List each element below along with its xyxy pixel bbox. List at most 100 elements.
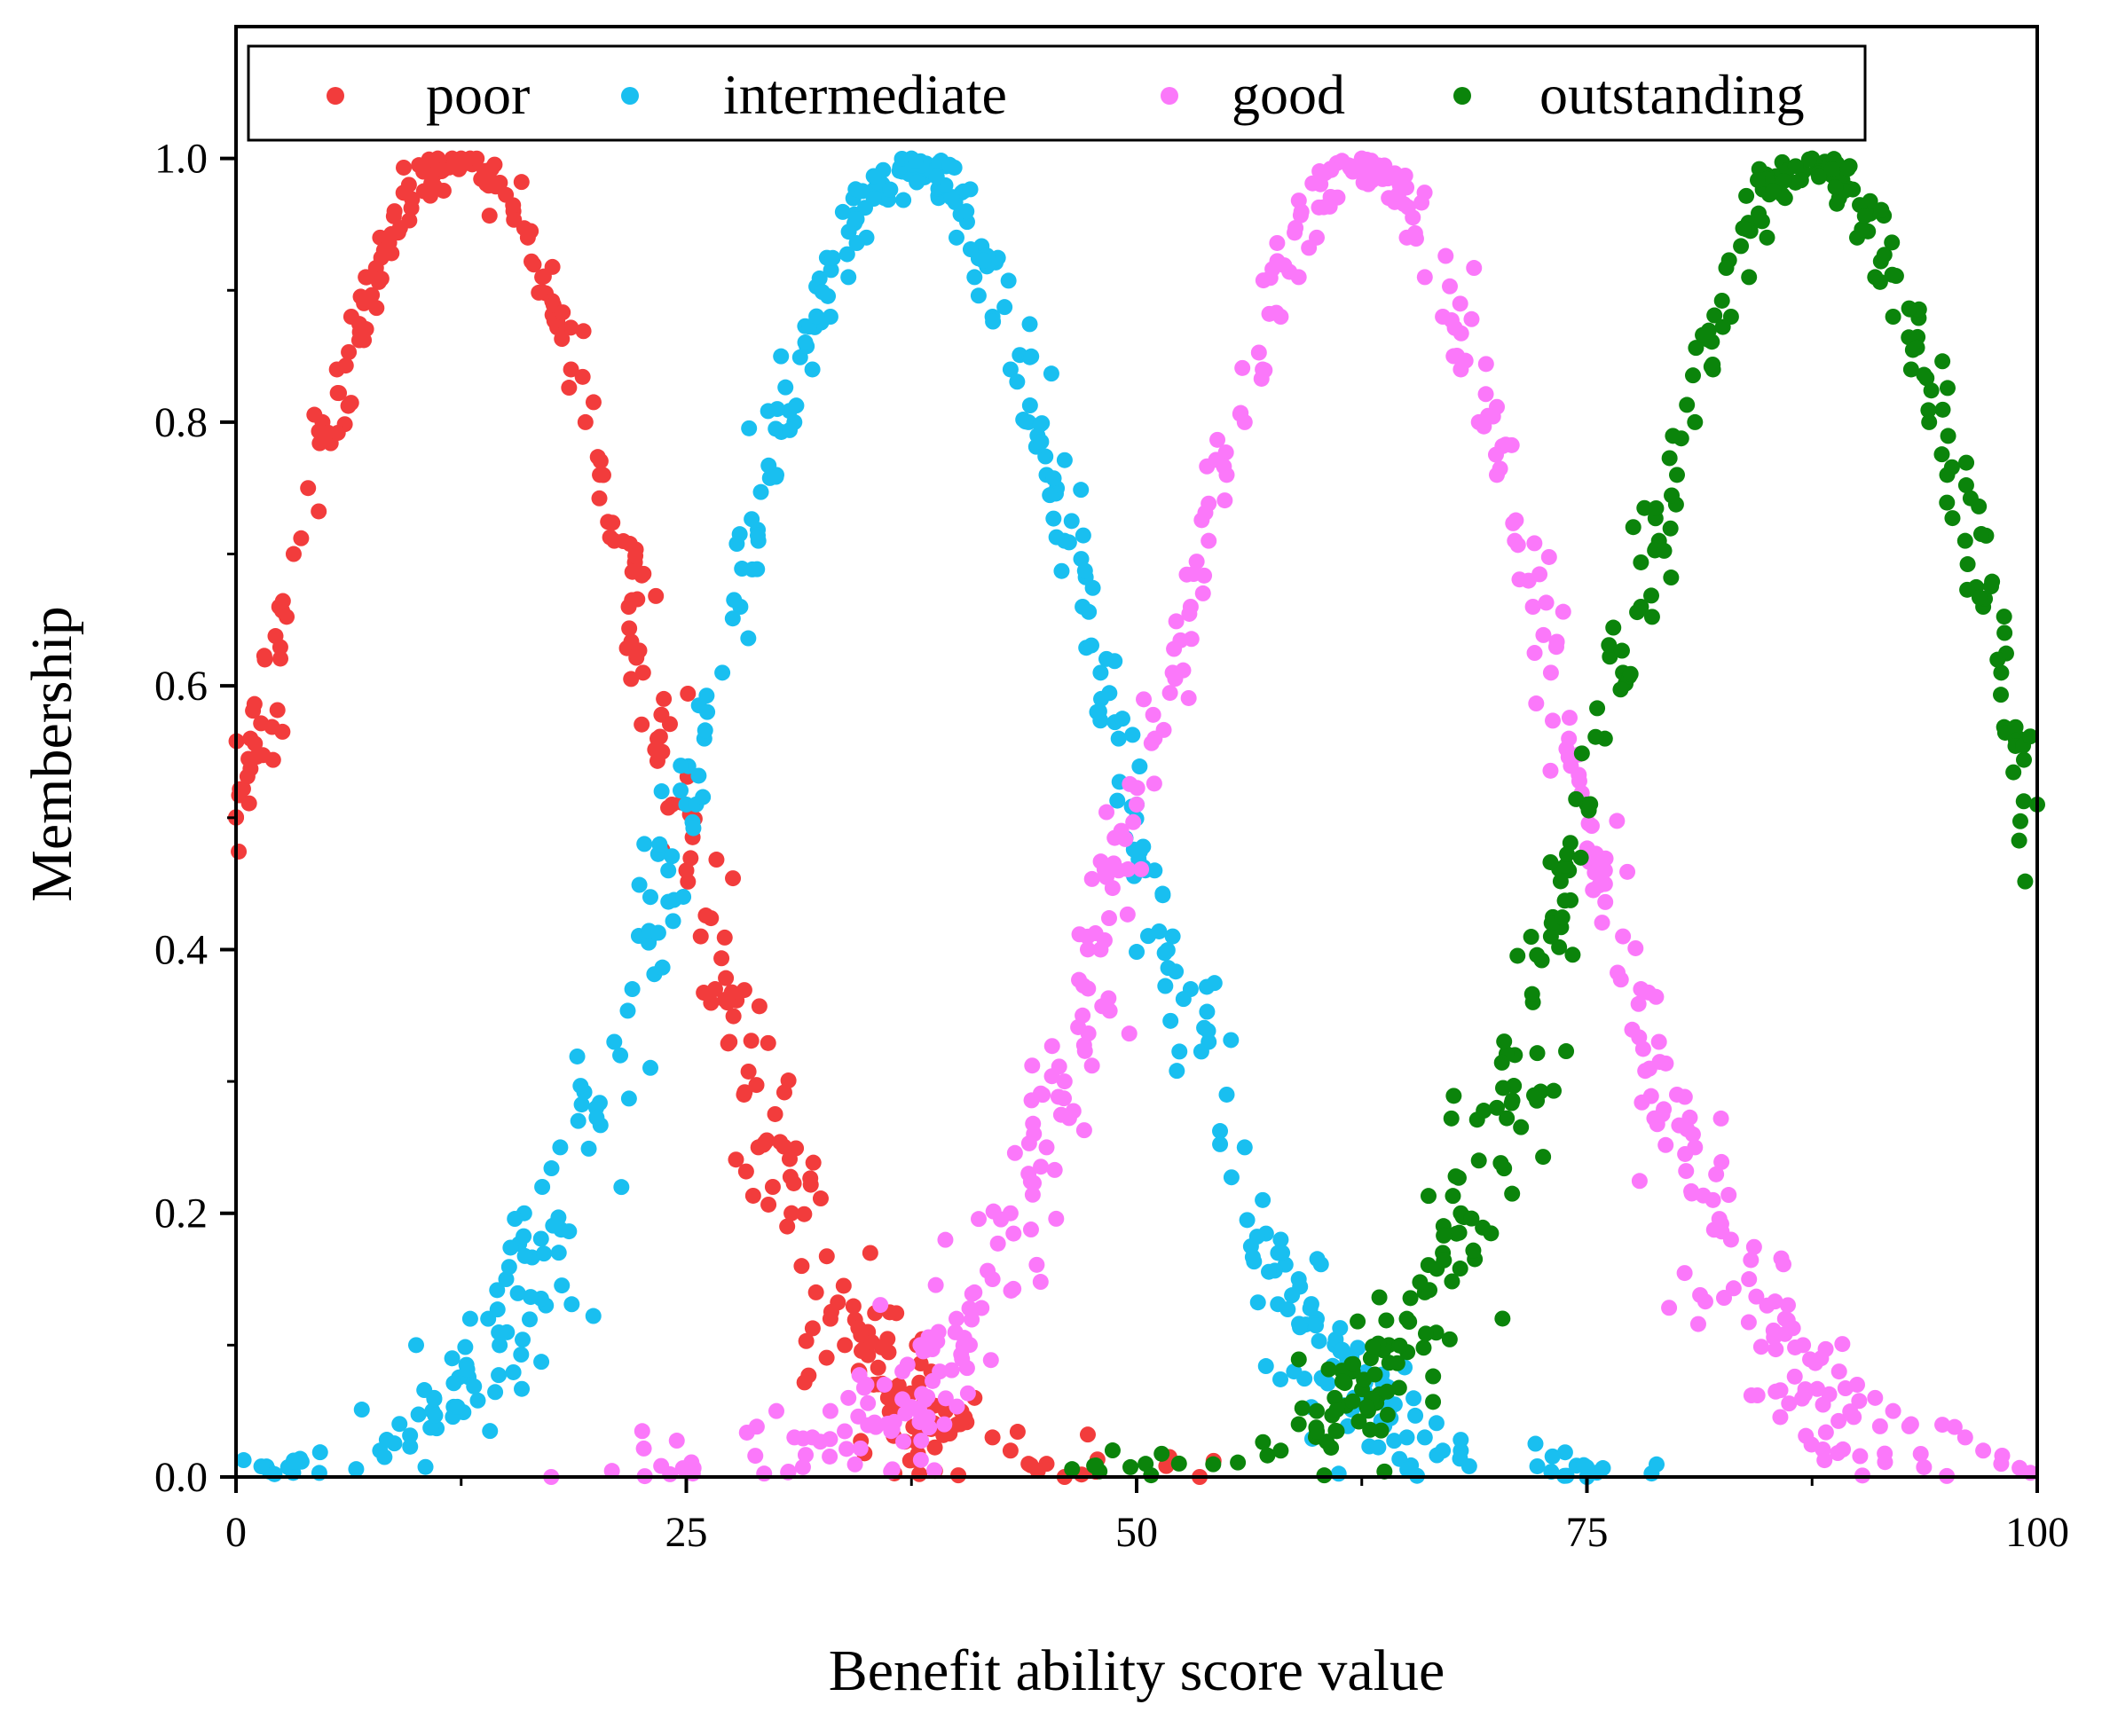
legend-box — [247, 44, 1867, 142]
data-point-poor — [634, 664, 651, 681]
data-point-poor — [311, 435, 328, 452]
data-point-outstanding — [1465, 1242, 1482, 1259]
data-point-poor — [783, 1205, 800, 1221]
data-point-intermediate — [1206, 975, 1223, 992]
data-point-outstanding — [1513, 1119, 1530, 1135]
data-point-poor — [555, 304, 571, 321]
data-point-intermediate — [500, 1259, 517, 1276]
data-point-good — [1234, 359, 1251, 376]
data-point-good — [1586, 864, 1603, 881]
data-point-good — [797, 1447, 814, 1464]
data-point-good — [1741, 1271, 1758, 1288]
data-point-intermediate — [1529, 1457, 1546, 1474]
data-point-outstanding — [1916, 366, 1933, 383]
data-point-intermediate — [502, 1239, 519, 1256]
data-point-outstanding — [2022, 728, 2039, 745]
data-point-outstanding — [1839, 161, 1856, 177]
data-point-good — [1767, 1341, 1784, 1358]
data-point-intermediate — [660, 893, 677, 910]
data-point-outstanding — [1958, 454, 1975, 471]
data-point-intermediate — [631, 876, 648, 893]
data-point-intermediate — [768, 468, 784, 485]
data-point-good — [1048, 1210, 1065, 1227]
data-point-intermediate — [834, 203, 851, 220]
data-point-outstanding — [1956, 532, 1973, 549]
data-point-good — [1713, 1153, 1730, 1170]
data-point-good — [1145, 706, 1161, 723]
data-point-good — [1505, 515, 1522, 531]
data-point-outstanding — [1391, 1337, 1408, 1354]
data-point-good — [970, 1211, 987, 1228]
data-point-intermediate — [612, 1047, 629, 1064]
data-point-intermediate — [726, 592, 743, 609]
legend-marker-outstanding — [1453, 87, 1471, 105]
data-point-outstanding — [1993, 687, 2010, 703]
data-point-intermediate — [788, 397, 805, 414]
data-point-outstanding — [1741, 269, 1758, 286]
data-point-intermediate — [408, 1337, 424, 1354]
data-point-poor — [264, 751, 281, 768]
data-point-good — [812, 1434, 829, 1450]
legend-marker-poor — [327, 87, 344, 105]
y-tick-label: 0.0 — [154, 1454, 208, 1501]
data-point-good — [1526, 645, 1543, 662]
data-point-poor — [253, 715, 270, 732]
data-point-intermediate — [750, 527, 767, 544]
data-point-poor — [311, 423, 327, 440]
data-point-good — [1619, 863, 1636, 880]
data-point-intermediate — [286, 1453, 303, 1470]
data-point-poor — [311, 503, 327, 520]
data-point-intermediate — [1527, 1435, 1544, 1452]
data-point-good — [1676, 1265, 1693, 1282]
data-point-good — [838, 1441, 855, 1457]
data-point-poor — [713, 950, 730, 967]
data-point-good — [1269, 253, 1286, 270]
data-point-good — [1006, 1144, 1023, 1161]
data-point-poor — [453, 158, 469, 175]
data-point-intermediate — [516, 1228, 532, 1245]
data-point-intermediate — [570, 1112, 587, 1129]
data-point-intermediate — [1000, 272, 1017, 289]
data-point-outstanding — [1629, 604, 1646, 621]
data-point-intermediate — [714, 664, 731, 681]
data-point-good — [1535, 626, 1552, 643]
data-point-intermediate — [489, 1282, 506, 1299]
data-point-poor — [805, 1154, 822, 1171]
data-point-intermediate — [1060, 534, 1077, 551]
data-point-good — [1934, 1417, 1951, 1434]
data-point-good — [1043, 1038, 1060, 1055]
data-point-intermediate — [1556, 1444, 1573, 1461]
data-point-good — [868, 1418, 885, 1435]
data-point-outstanding — [1420, 1188, 1437, 1205]
data-point-good — [989, 1235, 1006, 1252]
data-point-intermediate — [533, 1354, 550, 1371]
data-point-outstanding — [1554, 909, 1571, 926]
data-point-good — [1180, 689, 1197, 706]
data-point-poor — [356, 332, 373, 349]
data-point-intermediate — [1129, 944, 1145, 961]
data-point-intermediate — [1370, 1439, 1387, 1456]
data-point-intermediate — [482, 1423, 499, 1440]
data-point-poor — [779, 1218, 796, 1235]
data-point-good — [668, 1433, 685, 1449]
data-point-outstanding — [1940, 428, 1956, 444]
data-point-good — [1994, 1447, 2011, 1464]
data-point-outstanding — [1665, 428, 1681, 444]
data-point-good — [1355, 161, 1372, 178]
data-point-poor — [623, 671, 640, 687]
data-point-good — [840, 1389, 857, 1406]
data-point-good — [635, 1440, 652, 1457]
data-point-outstanding — [1775, 173, 1792, 190]
data-point-outstanding — [1475, 1219, 1492, 1236]
data-point-intermediate — [235, 1452, 252, 1469]
data-point-good — [1056, 1073, 1073, 1090]
data-point-poor — [718, 970, 735, 986]
y-tick-label: 0.8 — [154, 399, 208, 446]
data-point-intermediate — [550, 1245, 567, 1261]
data-point-good — [1292, 207, 1309, 224]
data-point-good — [1466, 260, 1483, 277]
data-point-good — [1079, 941, 1096, 958]
data-point-good — [1476, 418, 1492, 435]
data-point-intermediate — [1308, 1317, 1325, 1334]
data-point-outstanding — [1587, 728, 1604, 745]
